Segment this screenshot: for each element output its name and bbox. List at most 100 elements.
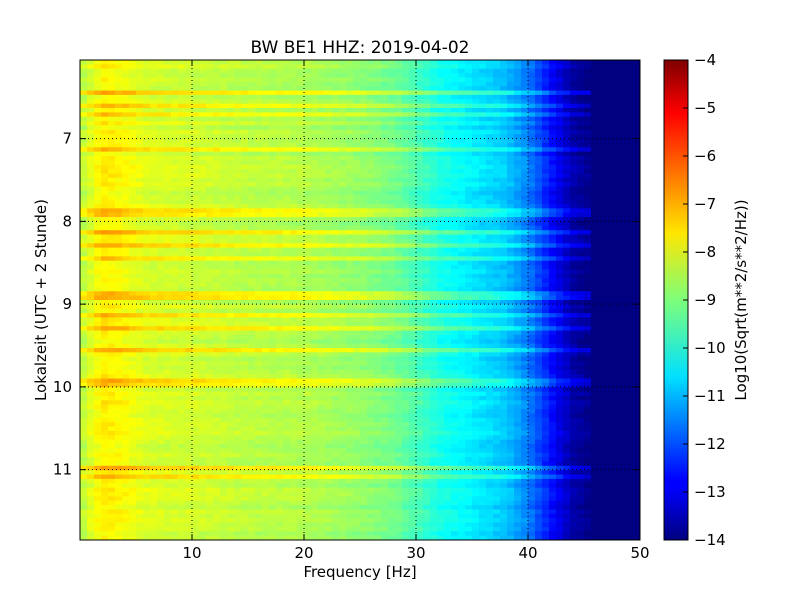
heatmap-cell <box>332 134 340 140</box>
heatmap-cell <box>129 60 137 65</box>
heatmap-cell <box>535 300 543 305</box>
heatmap-cell <box>584 147 592 153</box>
heatmap-cell <box>577 169 585 175</box>
heatmap-cell <box>108 164 116 170</box>
heatmap-cell <box>570 68 578 74</box>
heatmap-cell <box>493 269 501 275</box>
heatmap-cell <box>129 265 137 271</box>
heatmap-cell <box>465 295 473 301</box>
heatmap-cell <box>395 73 403 79</box>
heatmap-cell <box>367 94 375 100</box>
heatmap-cell <box>276 77 284 83</box>
heatmap-cell <box>164 86 172 92</box>
heatmap-cell <box>521 173 529 179</box>
heatmap-cell <box>164 142 172 148</box>
heatmap-cell <box>122 138 130 144</box>
heatmap-cell <box>577 129 585 135</box>
heatmap-cell <box>416 160 424 166</box>
heatmap-cell <box>143 317 151 323</box>
heatmap-cell <box>591 313 599 319</box>
heatmap-cell <box>115 190 123 196</box>
heatmap-cell <box>528 169 536 175</box>
heatmap-cell <box>584 156 592 161</box>
heatmap-cell <box>255 121 263 127</box>
heatmap-cell <box>479 204 487 209</box>
heatmap-cell <box>626 247 634 253</box>
heatmap-cell <box>346 278 354 284</box>
heatmap-cell <box>549 208 557 214</box>
heatmap-cell <box>136 204 144 209</box>
heatmap-cell <box>479 313 487 319</box>
heatmap-cell <box>122 252 130 257</box>
heatmap-cell <box>192 164 200 170</box>
heatmap-cell <box>80 68 88 74</box>
heatmap-cell <box>94 230 102 236</box>
heatmap-cell <box>318 321 326 327</box>
heatmap-cell <box>493 125 501 131</box>
heatmap-cell <box>283 121 291 127</box>
heatmap-cell <box>192 243 200 249</box>
heatmap-cell <box>423 212 431 218</box>
heatmap-cell <box>332 204 340 209</box>
heatmap-cell <box>521 300 529 305</box>
heatmap-cell <box>423 134 431 140</box>
heatmap-cell <box>542 313 550 319</box>
heatmap-cell <box>332 60 340 65</box>
heatmap-cell <box>409 278 417 284</box>
heatmap-cell <box>437 199 445 205</box>
heatmap-cell <box>234 99 242 105</box>
heatmap-cell <box>388 326 396 332</box>
heatmap-cell <box>626 208 634 214</box>
heatmap-cell <box>227 295 235 301</box>
heatmap-cell <box>556 116 564 122</box>
heatmap-cell <box>423 230 431 236</box>
heatmap-cell <box>402 121 410 127</box>
heatmap-cell <box>535 234 543 240</box>
heatmap-cell <box>178 81 186 87</box>
heatmap-cell <box>143 125 151 131</box>
heatmap-cell <box>570 160 578 166</box>
heatmap-cell <box>164 112 172 118</box>
heatmap-cell <box>80 273 88 279</box>
heatmap-cell <box>227 238 235 244</box>
heatmap-cell <box>199 112 207 118</box>
heatmap-cell <box>318 212 326 218</box>
heatmap-cell <box>633 147 640 153</box>
heatmap-cell <box>199 156 207 161</box>
heatmap-cell <box>171 221 179 227</box>
heatmap-cell <box>94 204 102 209</box>
heatmap-cell <box>192 64 200 70</box>
heatmap-cell <box>108 103 116 109</box>
heatmap-cell <box>171 256 179 262</box>
heatmap-cell <box>521 60 529 65</box>
heatmap-cell <box>430 286 438 292</box>
heatmap-cell <box>493 142 501 148</box>
heatmap-cell <box>360 116 368 122</box>
heatmap-cell <box>87 147 95 153</box>
heatmap-cell <box>598 121 606 127</box>
heatmap-cell <box>402 195 410 201</box>
heatmap-cell <box>122 195 130 201</box>
heatmap-cell <box>206 313 214 319</box>
heatmap-cell <box>577 300 585 305</box>
heatmap-cell <box>584 129 592 135</box>
heatmap-cell <box>325 160 333 166</box>
heatmap-cell <box>136 273 144 279</box>
heatmap-cell <box>612 304 620 310</box>
heatmap-cell <box>353 221 361 227</box>
heatmap-cell <box>451 138 459 144</box>
heatmap-cell <box>290 108 298 113</box>
heatmap-cell <box>332 273 340 279</box>
heatmap-cell <box>570 156 578 161</box>
heatmap-cell <box>353 252 361 257</box>
heatmap-cell <box>605 212 613 218</box>
heatmap-cell <box>612 195 620 201</box>
heatmap-cell <box>136 156 144 161</box>
heatmap-cell <box>423 247 431 253</box>
heatmap-cell <box>479 151 487 157</box>
heatmap-cell <box>283 64 291 70</box>
heatmap-cell <box>115 108 123 113</box>
heatmap-cell <box>507 134 515 140</box>
heatmap-cell <box>444 129 452 135</box>
heatmap-cell <box>346 217 354 223</box>
